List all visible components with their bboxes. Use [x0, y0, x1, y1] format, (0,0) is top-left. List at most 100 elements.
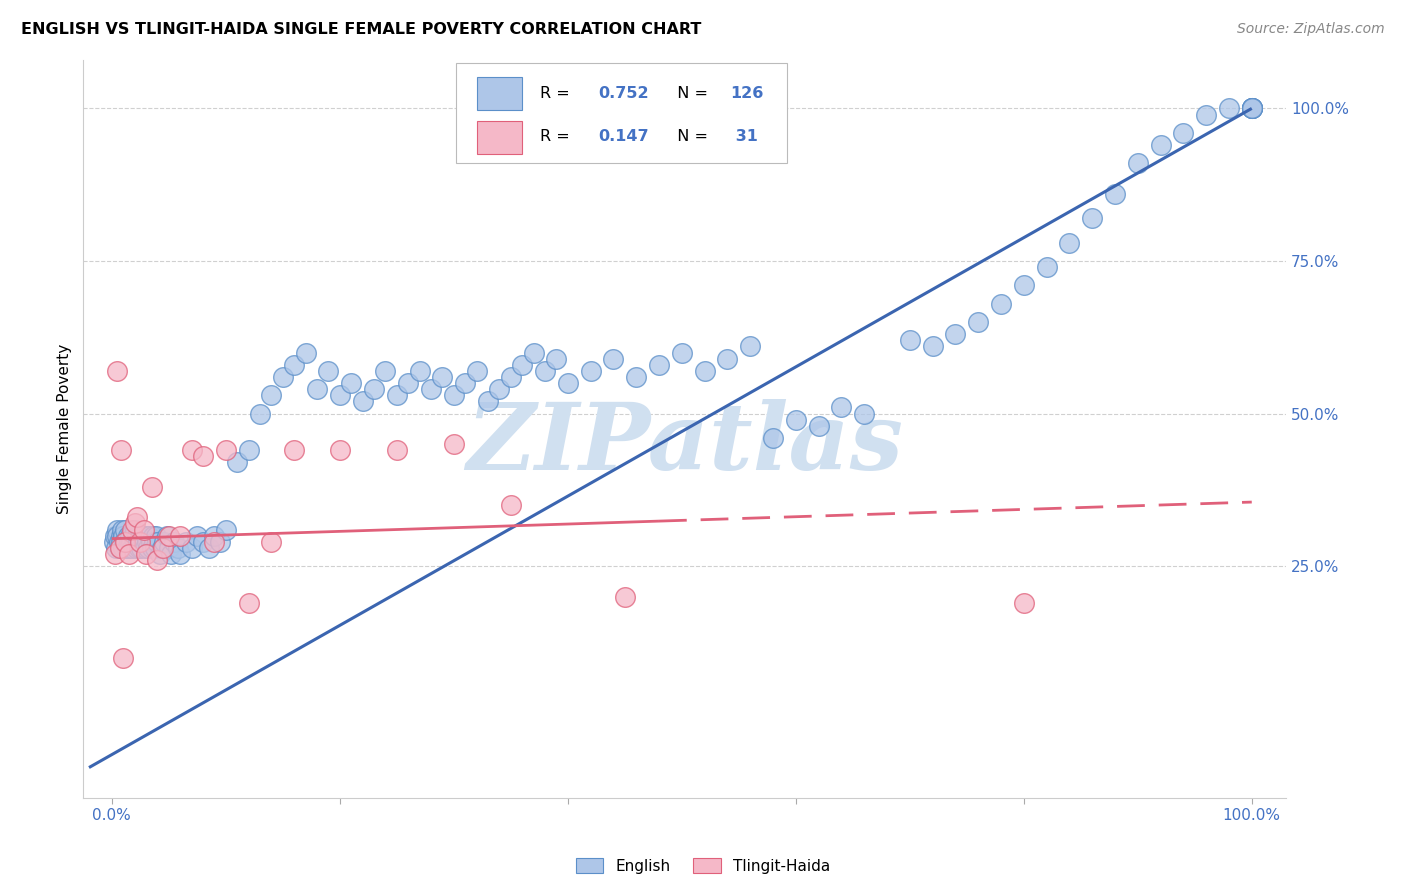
Point [167, 541, 190, 555]
Point [141, 541, 163, 555]
Point [477, 394, 499, 409]
Text: N =: N = [666, 86, 713, 101]
Point [785, 412, 807, 426]
Point [180, 541, 202, 555]
Point [1126, 156, 1149, 170]
Point [385, 443, 408, 458]
Point [155, 528, 177, 542]
Point [107, 523, 129, 537]
Point [125, 510, 148, 524]
Point [329, 443, 352, 458]
Legend: English, Tlingit-Haida: English, Tlingit-Haida [569, 852, 837, 880]
Point [142, 528, 165, 542]
Point [191, 450, 214, 464]
Point [160, 547, 183, 561]
Point [105, 541, 128, 555]
Point [108, 541, 131, 555]
Text: 126: 126 [730, 86, 763, 101]
Point [136, 541, 159, 555]
Point [613, 590, 636, 604]
Point [169, 547, 191, 561]
Bar [477, 120, 522, 153]
Point [129, 534, 152, 549]
Point [191, 534, 214, 549]
Point [534, 364, 557, 378]
Point [125, 541, 148, 555]
Point [671, 345, 693, 359]
Point [114, 523, 136, 537]
Point [807, 418, 830, 433]
Text: Source: ZipAtlas.com: Source: ZipAtlas.com [1237, 22, 1385, 37]
Point [546, 351, 568, 366]
Point [329, 388, 352, 402]
Point [111, 523, 134, 537]
Point [112, 650, 135, 665]
Point [260, 534, 283, 549]
Text: R =: R = [540, 86, 575, 101]
Point [202, 534, 225, 549]
Point [107, 364, 129, 378]
Point [238, 443, 260, 458]
Point [226, 455, 249, 469]
Point [921, 339, 943, 353]
Point [128, 541, 150, 555]
Point [602, 351, 624, 366]
Point [112, 534, 135, 549]
Point [129, 528, 152, 542]
Point [134, 541, 156, 555]
Point [408, 364, 430, 378]
Point [132, 523, 155, 537]
Point [104, 547, 127, 561]
Point [145, 528, 167, 542]
Point [898, 334, 921, 348]
Point [152, 541, 174, 555]
Point [143, 541, 166, 555]
Point [149, 547, 172, 561]
Point [352, 394, 374, 409]
Point [132, 534, 155, 549]
Point [127, 534, 149, 549]
Point [146, 534, 169, 549]
Point [465, 364, 488, 378]
Point [260, 388, 283, 402]
Point [157, 528, 180, 542]
Point [1240, 102, 1263, 116]
Point [740, 339, 762, 353]
Point [249, 407, 271, 421]
Point [186, 528, 208, 542]
Point [150, 541, 173, 555]
Point [990, 296, 1012, 310]
Point [624, 370, 647, 384]
Point [163, 534, 186, 549]
Point [283, 443, 305, 458]
Point [1240, 102, 1263, 116]
Bar [477, 77, 522, 111]
Point [488, 382, 510, 396]
Point [363, 382, 385, 396]
Point [1012, 278, 1035, 293]
Point [420, 382, 443, 396]
Point [967, 315, 990, 329]
Point [121, 523, 143, 537]
Point [120, 534, 142, 549]
Point [1035, 260, 1057, 274]
Point [1195, 107, 1218, 121]
Point [202, 528, 225, 542]
Point [283, 358, 305, 372]
Point [135, 547, 157, 561]
Point [209, 534, 232, 549]
Point [121, 541, 143, 555]
Point [1173, 126, 1195, 140]
Point [174, 534, 197, 549]
FancyBboxPatch shape [456, 63, 787, 163]
Text: ZIPatlas: ZIPatlas [467, 399, 903, 489]
Point [1059, 235, 1081, 250]
Point [385, 388, 408, 402]
Text: R =: R = [540, 129, 575, 145]
Point [110, 534, 132, 549]
Point [454, 376, 477, 390]
Y-axis label: Single Female Poverty: Single Female Poverty [58, 343, 72, 514]
Point [107, 534, 129, 549]
Point [129, 534, 152, 549]
Point [124, 516, 146, 531]
